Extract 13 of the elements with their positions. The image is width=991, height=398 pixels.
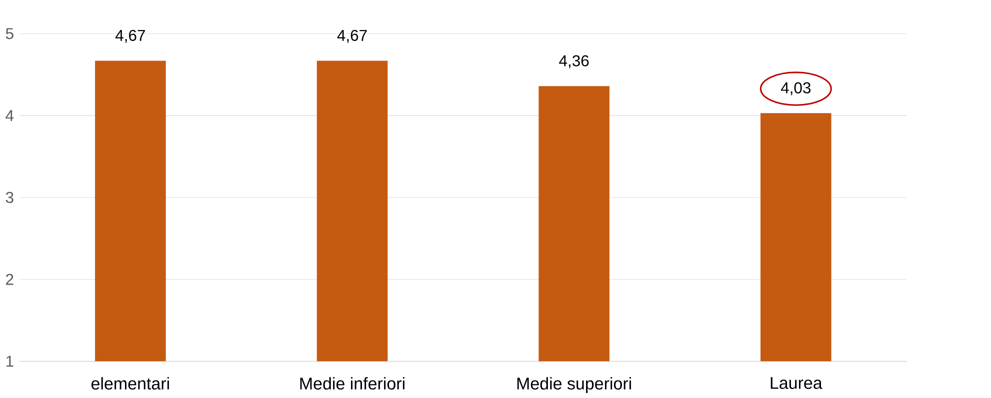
data-label: 4,67	[337, 30, 367, 43]
data-label: 4,03	[780, 82, 811, 96]
data-label: 4,36	[559, 55, 589, 68]
data-label: 4,67	[115, 30, 145, 43]
x-tick-label: Medie inferiori	[300, 377, 404, 390]
y-tick-label: 2	[6, 274, 14, 285]
x-tick-label: Medie superiori	[517, 377, 631, 393]
x-tick-label: Laurea	[770, 377, 822, 389]
y-tick-label: 5	[6, 28, 14, 40]
y-tick-label: 1	[6, 356, 14, 367]
y-tick-label: 4	[6, 110, 14, 121]
x-tick-label: elementari	[91, 377, 169, 390]
y-tick-label: 3	[6, 192, 14, 203]
